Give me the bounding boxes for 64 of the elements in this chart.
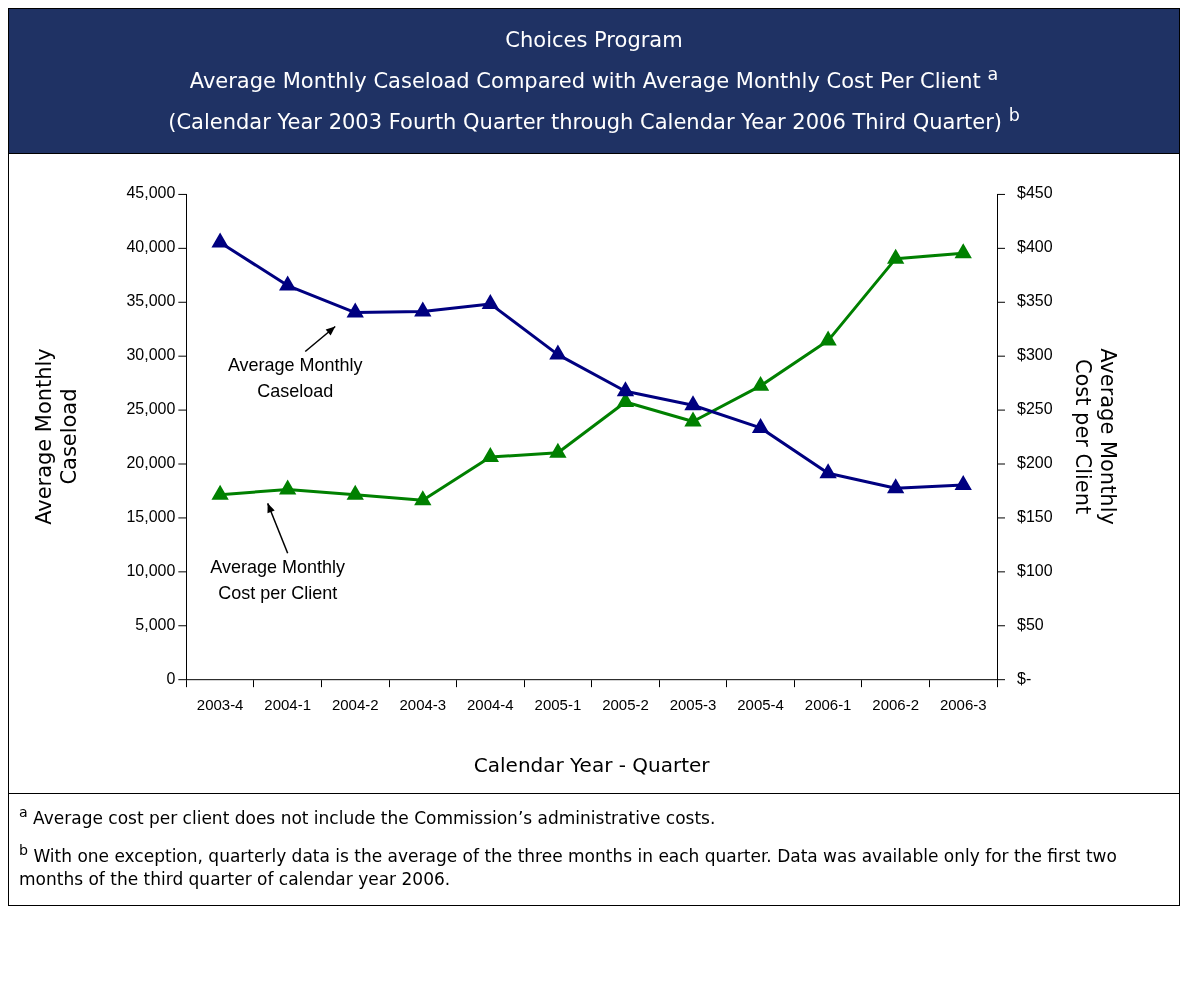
y-tick-label: 40,000: [126, 238, 176, 256]
x-axis-title: Calendar Year - Quarter: [473, 753, 711, 778]
point: [888, 250, 904, 264]
y-tick-label: 5,000: [135, 615, 176, 633]
point: [550, 346, 566, 360]
point: [482, 295, 498, 309]
x-tick-label: 2006-3: [939, 696, 987, 714]
point: [212, 233, 228, 248]
x-tick-label: 2005-3: [669, 696, 717, 714]
y2-tick-label: $-: [1017, 669, 1032, 687]
y2-axis-title: Average Monthly Cost per Client: [1070, 348, 1120, 525]
text: Average Monthly Cost per Client: [210, 557, 345, 604]
point: [753, 419, 769, 433]
y2-tick-label: $100: [1017, 561, 1053, 579]
y2-tick-label: $200: [1017, 453, 1053, 471]
point: [280, 277, 296, 291]
x-tick-label: 2005-2: [602, 696, 649, 714]
x-tick-label: 2004-1: [264, 696, 311, 714]
point: [347, 486, 363, 500]
x-tick-label: 2004-4: [467, 696, 514, 714]
point: [415, 302, 431, 317]
x-tick-label: 2005-4: [737, 696, 784, 714]
y2-tick-label: $450: [1017, 184, 1053, 202]
y2-tick-label: $50: [1017, 615, 1044, 633]
point: [212, 486, 228, 500]
point: [685, 396, 701, 411]
text: $^{b}$ With one exception, quarterly data is the average of the three months in each quarter. Data was available only for the first two months of the third quarter of calendar year 2006.: [19, 840, 1118, 892]
y-axis-title: Average Monthly Caseload: [32, 348, 82, 525]
y2-tick-label: $400: [1017, 238, 1053, 256]
x-tick-label: 2003-4: [196, 696, 244, 714]
y-tick-label: 30,000: [126, 346, 176, 364]
point: [347, 304, 363, 318]
y2-tick-label: $150: [1017, 507, 1053, 525]
point: [955, 476, 971, 491]
x-tick-label: 2005-1: [534, 696, 582, 714]
text: Average Monthly Caseload Compared with Average Monthly Cost Per Client $^{a}$ (Calendar Year 2003 Fourth Quarter through Calendar Year 2006 Third Quarter) $^{b}$: [168, 64, 1020, 134]
x-tick-label: 2006-2: [872, 696, 919, 714]
y2-tick-label: $300: [1017, 346, 1053, 364]
point: [482, 448, 498, 463]
y2-tick-label: $250: [1017, 400, 1053, 417]
x-tick-label: 2006-1: [804, 696, 852, 714]
point: [955, 244, 971, 259]
y-tick-label: 10,000: [126, 561, 176, 579]
text: Average Monthly Caseload: [227, 355, 363, 402]
y-tick-label: 25,000: [126, 400, 176, 417]
point: [753, 377, 769, 391]
point: [415, 491, 431, 506]
point: [550, 444, 566, 458]
text: $^{a}$ Average cost per client does not include the Commission’s administrative costs.: [19, 803, 717, 830]
y-tick-label: 45,000: [126, 184, 176, 202]
point: [888, 479, 904, 494]
point: [820, 332, 836, 346]
y-tick-label: 20,000: [126, 453, 176, 471]
y2-tick-label: $350: [1017, 292, 1053, 310]
y-tick-label: 35,000: [126, 292, 176, 310]
y-tick-label: 0: [166, 669, 176, 687]
point: [685, 412, 701, 427]
chart-title: Choices Program: [504, 27, 684, 54]
point: [617, 382, 634, 397]
point: [280, 480, 296, 495]
point: [820, 464, 836, 479]
y-tick-label: 15,000: [126, 507, 176, 525]
x-tick-label: 2004-2: [331, 696, 379, 714]
x-tick-label: 2004-3: [399, 696, 447, 714]
